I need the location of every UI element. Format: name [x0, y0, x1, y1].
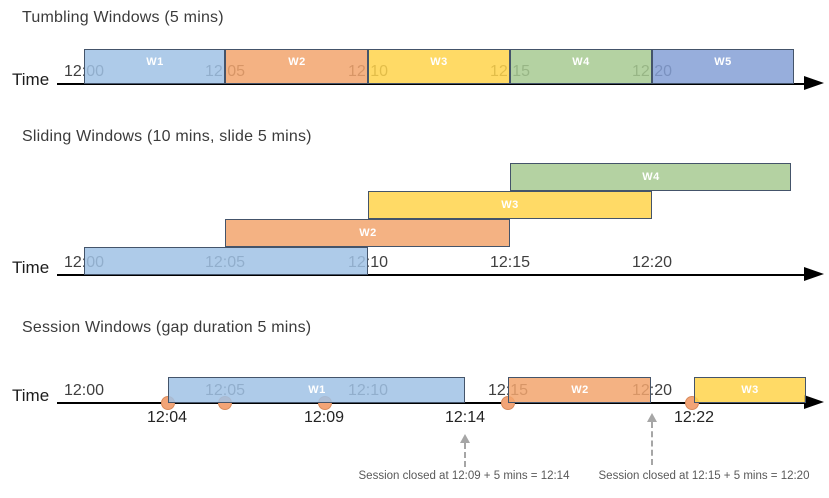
sliding-section-title: Sliding Windows (10 mins, slide 5 mins) [22, 128, 312, 145]
session-annotation-arrow-line [464, 443, 466, 467]
tumbling-window-label-w2: W2 [288, 56, 306, 68]
session-window-label-w2: W2 [571, 384, 589, 396]
sliding-window-label-w3: W3 [501, 199, 519, 211]
sliding-axis-time-label: 12:15 [489, 254, 531, 271]
tumbling-window-w3 [368, 49, 510, 84]
sliding-time-axis-label: Time [12, 258, 50, 277]
session-closed-note-2: Session closed at 12:15 + 5 mins = 12:20 [598, 470, 810, 482]
session-annotation-arrow-line [651, 422, 653, 465]
tumbling-section-title: Tumbling Windows (5 mins) [22, 9, 224, 26]
sliding-window-w2 [225, 219, 510, 247]
session-annotation-arrowhead-icon [460, 434, 470, 443]
session-window-w2 [508, 377, 651, 403]
session-window-label-w3: W3 [741, 384, 759, 396]
tumbling-axis-line [57, 83, 806, 85]
sliding-window-w1 [84, 247, 368, 275]
tumbling-window-w5 [652, 49, 794, 84]
tumbling-window-label-w1: W1 [146, 56, 164, 68]
session-event-time-label: 12:22 [673, 409, 715, 426]
session-window-w3 [694, 377, 806, 403]
sliding-axis-time-label: 12:20 [631, 254, 673, 271]
tumbling-time-axis-label: Time [12, 70, 50, 89]
tumbling-axis-arrowhead-icon [804, 76, 824, 90]
session-annotation-arrowhead-icon [647, 413, 657, 422]
session-axis-time-label: 12:00 [63, 382, 105, 399]
session-event-time-label: 12:14 [444, 409, 486, 426]
sliding-axis-line [57, 274, 806, 276]
sliding-axis-arrowhead-icon [804, 267, 824, 281]
session-section-title: Session Windows (gap duration 5 mins) [22, 319, 312, 336]
tumbling-window-label-w3: W3 [430, 56, 448, 68]
session-event-time-label: 12:09 [303, 409, 345, 426]
sliding-window-label-w2: W2 [359, 227, 377, 239]
session-window-label-w1: W1 [308, 384, 326, 396]
sliding-window-label-w4: W4 [642, 171, 660, 183]
tumbling-window-w1 [84, 49, 225, 84]
tumbling-window-label-w5: W5 [714, 56, 732, 68]
session-axis-line [57, 402, 806, 404]
session-window-w1 [168, 377, 465, 403]
session-event-time-label: 12:04 [146, 409, 188, 426]
tumbling-window-w2 [225, 49, 368, 84]
sliding-window-w4 [510, 163, 791, 191]
tumbling-window-w4 [510, 49, 652, 84]
session-time-axis-label: Time [12, 386, 50, 405]
tumbling-window-label-w4: W4 [572, 56, 590, 68]
sliding-window-w3 [368, 191, 652, 219]
session-axis-arrowhead-icon [804, 395, 824, 409]
session-closed-note-1: Session closed at 12:09 + 5 mins = 12:14 [358, 470, 570, 482]
